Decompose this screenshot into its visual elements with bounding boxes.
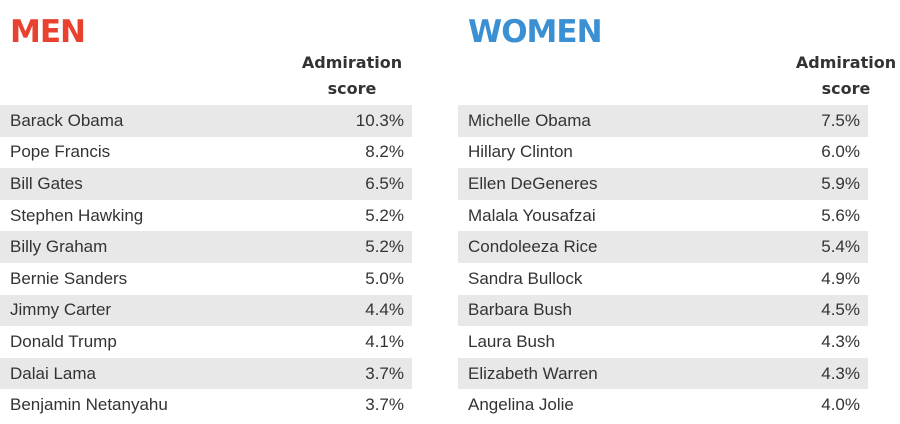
women-row-name: Elizabeth Warren <box>468 363 598 383</box>
men-table-row: Billy Graham 5.2% <box>0 231 412 263</box>
men-row-name: Donald Trump <box>10 331 117 351</box>
men-row-score: 6.5% <box>365 173 404 193</box>
women-row-score: 4.3% <box>821 363 860 383</box>
women-row-name: Michelle Obama <box>468 110 591 130</box>
men-score-header-line-1: Admiration <box>301 53 403 72</box>
women-heading: WOMEN <box>468 14 603 50</box>
men-table-row: Bernie Sanders 5.0% <box>0 263 412 295</box>
men-row-name: Dalai Lama <box>10 363 96 383</box>
women-row-name: Malala Yousafzai <box>468 205 596 225</box>
women-table-row: Angelina Jolie 4.0% <box>458 389 868 421</box>
women-table-row: Hillary Clinton 6.0% <box>458 137 868 169</box>
women-row-score: 7.5% <box>821 110 860 130</box>
men-row-score: 3.7% <box>365 363 404 383</box>
men-row-name: Billy Graham <box>10 237 108 257</box>
men-row-name: Stephen Hawking <box>10 205 144 225</box>
men-table-row: Dalai Lama 3.7% <box>0 357 412 390</box>
women-score-header-line-1: Admiration <box>795 53 897 72</box>
women-table-row: Laura Bush 4.3% <box>458 326 868 358</box>
men-table-row: Barack Obama 10.3% <box>0 105 412 137</box>
women-row-name: Sandra Bullock <box>468 268 583 288</box>
women-table-row: Malala Yousafzai 5.6% <box>458 200 868 232</box>
men-row-score: 4.1% <box>365 331 404 351</box>
women-score-header-line-2: score <box>821 79 871 98</box>
men-table: Barack Obama 10.3% Pope Francis 8.2% Bill Ga… <box>0 105 412 421</box>
women-row-score: 4.3% <box>821 331 860 351</box>
women-row-name: Angelina Jolie <box>468 395 574 415</box>
women-table-row: Barbara Bush 4.5% <box>458 294 868 327</box>
men-row-score: 5.0% <box>365 268 404 288</box>
men-table-row: Pope Francis 8.2% <box>0 137 412 169</box>
men-table-row: Stephen Hawking 5.2% <box>0 200 412 232</box>
men-heading: MEN <box>10 14 86 50</box>
men-table-row: Benjamin Netanyahu 3.7% <box>0 389 412 421</box>
women-row-score: 4.5% <box>821 300 860 320</box>
women-table-row: Sandra Bullock 4.9% <box>458 263 868 295</box>
men-row-name: Bernie Sanders <box>10 268 128 288</box>
women-row-name: Ellen DeGeneres <box>468 173 598 193</box>
women-row-name: Condoleeza Rice <box>468 237 598 257</box>
women-table-row: Condoleeza Rice 5.4% <box>458 231 868 263</box>
women-row-score: 4.0% <box>821 395 860 415</box>
men-row-score: 4.4% <box>365 300 404 320</box>
men-score-header-line-2: score <box>327 79 377 98</box>
men-row-score: 5.2% <box>365 205 404 225</box>
men-table-row: Donald Trump 4.1% <box>0 326 412 358</box>
women-row-score: 5.6% <box>821 205 860 225</box>
men-row-score: 10.3% <box>355 110 404 130</box>
women-row-score: 5.4% <box>821 237 860 257</box>
women-row-score: 6.0% <box>821 142 860 162</box>
men-row-name: Jimmy Carter <box>10 300 112 320</box>
women-row-name: Laura Bush <box>468 331 555 351</box>
men-row-name: Bill Gates <box>10 173 83 193</box>
women-table-row: Elizabeth Warren 4.3% <box>458 357 868 390</box>
men-row-name: Barack Obama <box>10 110 124 130</box>
men-row-score: 8.2% <box>365 142 404 162</box>
men-row-score: 5.2% <box>365 237 404 257</box>
men-row-name: Pope Francis <box>10 142 111 162</box>
women-table-row: Ellen DeGeneres 5.9% <box>458 168 868 200</box>
women-row-score: 4.9% <box>821 268 860 288</box>
women-row-name: Hillary Clinton <box>468 142 573 162</box>
women-table-row: Michelle Obama 7.5% <box>458 105 868 137</box>
women-row-name: Barbara Bush <box>468 300 572 320</box>
men-table-row: Bill Gates 6.5% <box>0 168 412 200</box>
women-row-score: 5.9% <box>821 173 860 193</box>
men-table-row: Jimmy Carter 4.4% <box>0 294 412 327</box>
women-score-header: Admiration score <box>786 50 900 102</box>
women-table: Michelle Obama 7.5% Hillary Clinton 6.0% Ell… <box>458 105 868 421</box>
men-row-name: Benjamin Netanyahu <box>10 395 168 415</box>
men-score-header: Admiration score <box>292 50 412 102</box>
men-row-score: 3.7% <box>365 395 404 415</box>
